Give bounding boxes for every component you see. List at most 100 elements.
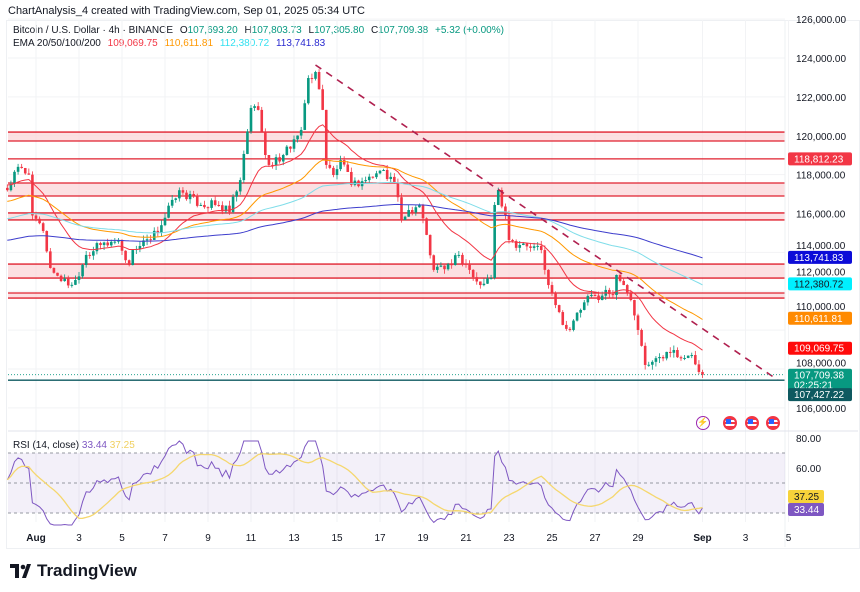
candle-down [547,269,550,286]
candle-up [378,170,382,174]
candle-down [618,274,622,281]
candle-up [486,278,489,284]
rsi-ma-label-bg [788,490,824,503]
rsi-ma-label: 37.25 [794,492,819,503]
candle-down [694,355,697,365]
candle-up [299,129,303,136]
candle-down [450,264,453,266]
candle-down [192,194,195,196]
candle-up [382,169,385,171]
candle-up [665,351,668,359]
candle-down [504,206,507,216]
price-label: 110,611.81 [794,314,843,325]
candle-down [38,218,41,224]
candle-down [88,254,92,256]
candle-up [274,157,278,166]
candle-down [156,230,160,233]
candle-down [529,246,532,248]
candle-down [611,294,615,296]
time-tick: 3 [76,533,82,544]
candle-down [289,146,292,149]
candle-up [364,180,367,182]
price-label-bg [788,388,852,402]
candle-down [625,285,629,294]
price-tick: 124,000.00 [796,54,846,65]
time-tick: 21 [460,533,472,544]
price-label: 113,741.83 [794,253,844,264]
time-tick: 5 [786,533,792,544]
candle-up [457,254,461,256]
rsi-tick: 60.00 [796,464,821,475]
price-change: +5.32 (+0.00%) [435,25,504,36]
candle-down [421,204,425,219]
price-tick: 110,000.00 [796,302,846,313]
symbol-name[interactable]: Bitcoin / U.S. Dollar · 4h · BINANCE [13,25,174,36]
chart-credit: ChartAnalysis_4 created with TradingView… [8,5,365,17]
candle-up [307,78,310,104]
ema100-line [7,181,703,286]
tradingview-logo[interactable]: TradingView [10,561,137,581]
candle-up [238,180,242,192]
candle-down [20,166,23,169]
candle-down [49,251,52,268]
price-label-bg [788,368,852,391]
ema-label[interactable]: EMA 20/50/100/200 [13,38,101,49]
candle-up [658,356,661,359]
time-tick: 29 [632,533,644,544]
candle-down [432,255,436,270]
candle-up [109,241,113,246]
candle-up [654,358,658,362]
us-flag-icon[interactable] [723,416,737,430]
time-tick: 27 [589,533,601,544]
logo-text: TradingView [37,561,137,580]
candle-down [371,176,375,178]
candle-down [120,239,124,251]
price-label: 118,812.23 [794,154,844,165]
candle-down [479,281,482,286]
candle-down [593,294,597,296]
candle-up [63,278,66,282]
candle-down [507,215,511,240]
candle-down [59,275,63,282]
time-tick: 5 [119,533,125,544]
candle-up [138,246,142,250]
resistance-zone [8,212,785,220]
candle-down [260,109,264,132]
candle-up [686,355,690,358]
candle-down [99,243,102,246]
ohlc-open: O107,693.20 [179,25,238,36]
candle-down [393,176,396,183]
candle-down [31,174,34,216]
price-tick: 122,000.00 [796,93,846,104]
rsi-label[interactable]: RSI (14, close) [13,440,80,451]
candle-up [493,204,496,279]
candle-down [221,205,224,212]
candle-down [561,312,565,325]
ema20-value: 109,069.75 [107,38,158,49]
resistance-zone [8,264,785,279]
candle-up [13,171,16,184]
candle-down [27,173,31,175]
candle-down [679,357,683,359]
candle-down [217,204,221,206]
price-label-bg [788,152,852,166]
us-flag-icon[interactable] [745,416,759,430]
candle-down [543,250,547,270]
candle-down [23,168,27,174]
candle-down [428,234,432,256]
price-label-bg [788,341,852,355]
candle-down [410,210,414,213]
us-flag-icon[interactable] [766,416,780,430]
candle-down [106,242,109,246]
price-label: 112,380.72 [794,279,844,290]
rsi-value: 33.44 [81,440,107,451]
price-label-bg [788,250,852,264]
candle-up [235,191,238,197]
candle-up [683,357,686,359]
candle-up [242,153,246,181]
candle-down [206,207,210,209]
lightning-icon[interactable]: ⚡ [696,416,710,430]
candle-up [518,245,522,248]
candle-up [647,364,651,366]
